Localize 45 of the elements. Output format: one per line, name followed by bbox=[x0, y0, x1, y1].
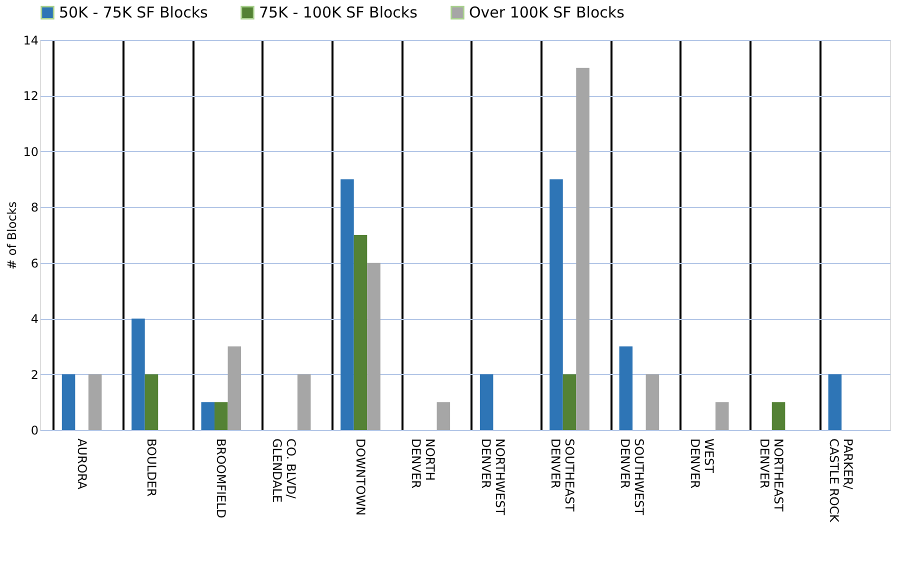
bar bbox=[480, 374, 494, 430]
x-tick-label: NORTH DENVER bbox=[409, 438, 438, 488]
y-tick-label: 4 bbox=[30, 312, 38, 326]
x-tick-label: PARKER/ CASTLE ROCK bbox=[827, 438, 856, 524]
bar bbox=[619, 346, 633, 430]
y-tick-label: 2 bbox=[30, 368, 38, 382]
bar bbox=[214, 402, 228, 430]
x-tick-label: BROOMFIELD bbox=[214, 438, 228, 518]
x-tick-label: NORTHEAST DENVER bbox=[758, 438, 786, 512]
y-tick-label: 8 bbox=[30, 200, 38, 215]
bar bbox=[62, 374, 76, 430]
y-tick-label: 14 bbox=[23, 34, 38, 48]
bar bbox=[228, 346, 242, 430]
y-axis-title: # of Blocks bbox=[5, 202, 20, 270]
bar bbox=[201, 402, 215, 430]
bar bbox=[550, 179, 563, 430]
bar bbox=[772, 402, 786, 430]
legend-label: 50K - 75K SF Blocks bbox=[59, 4, 208, 22]
x-tick-label: DOWNTOWN bbox=[353, 438, 368, 516]
bar bbox=[828, 374, 842, 430]
bar bbox=[88, 374, 102, 430]
bar bbox=[132, 318, 145, 430]
x-tick-label: SOUTHEAST DENVER bbox=[548, 438, 577, 512]
x-tick-label: BOULDER bbox=[144, 438, 158, 497]
y-tick-label: 12 bbox=[23, 89, 38, 104]
x-tick-label: WEST DENVER bbox=[688, 438, 716, 488]
bar bbox=[646, 374, 660, 430]
legend-label: 75K - 100K SF Blocks bbox=[259, 4, 418, 22]
bar bbox=[354, 235, 368, 430]
bar bbox=[340, 179, 354, 430]
x-tick-label: NORTHWEST DENVER bbox=[478, 438, 507, 516]
bar bbox=[297, 374, 311, 430]
y-tick-label: 6 bbox=[30, 256, 38, 270]
bar bbox=[576, 68, 590, 430]
legend-label: Over 100K SF Blocks bbox=[469, 4, 625, 22]
x-tick-label: AURORA bbox=[74, 438, 89, 490]
bar bbox=[436, 402, 450, 430]
y-tick-label: 10 bbox=[23, 144, 38, 159]
x-tick-label: SOUTHWEST DENVER bbox=[618, 438, 646, 516]
bar bbox=[367, 262, 380, 430]
bar bbox=[144, 374, 158, 430]
y-tick-label: 0 bbox=[30, 424, 38, 438]
x-tick-label: CO. BLVD/ GLENDALE bbox=[270, 438, 298, 503]
bar bbox=[715, 402, 729, 430]
bar bbox=[562, 374, 576, 430]
